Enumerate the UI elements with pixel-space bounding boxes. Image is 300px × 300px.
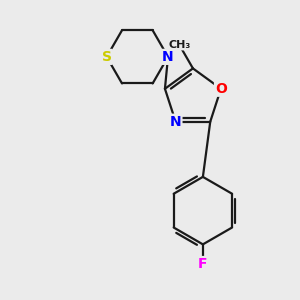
Text: F: F — [198, 257, 208, 271]
Text: S: S — [102, 50, 112, 64]
Text: CH₃: CH₃ — [168, 40, 190, 50]
Text: N: N — [170, 115, 182, 129]
Text: O: O — [215, 82, 227, 96]
Text: N: N — [162, 50, 174, 64]
